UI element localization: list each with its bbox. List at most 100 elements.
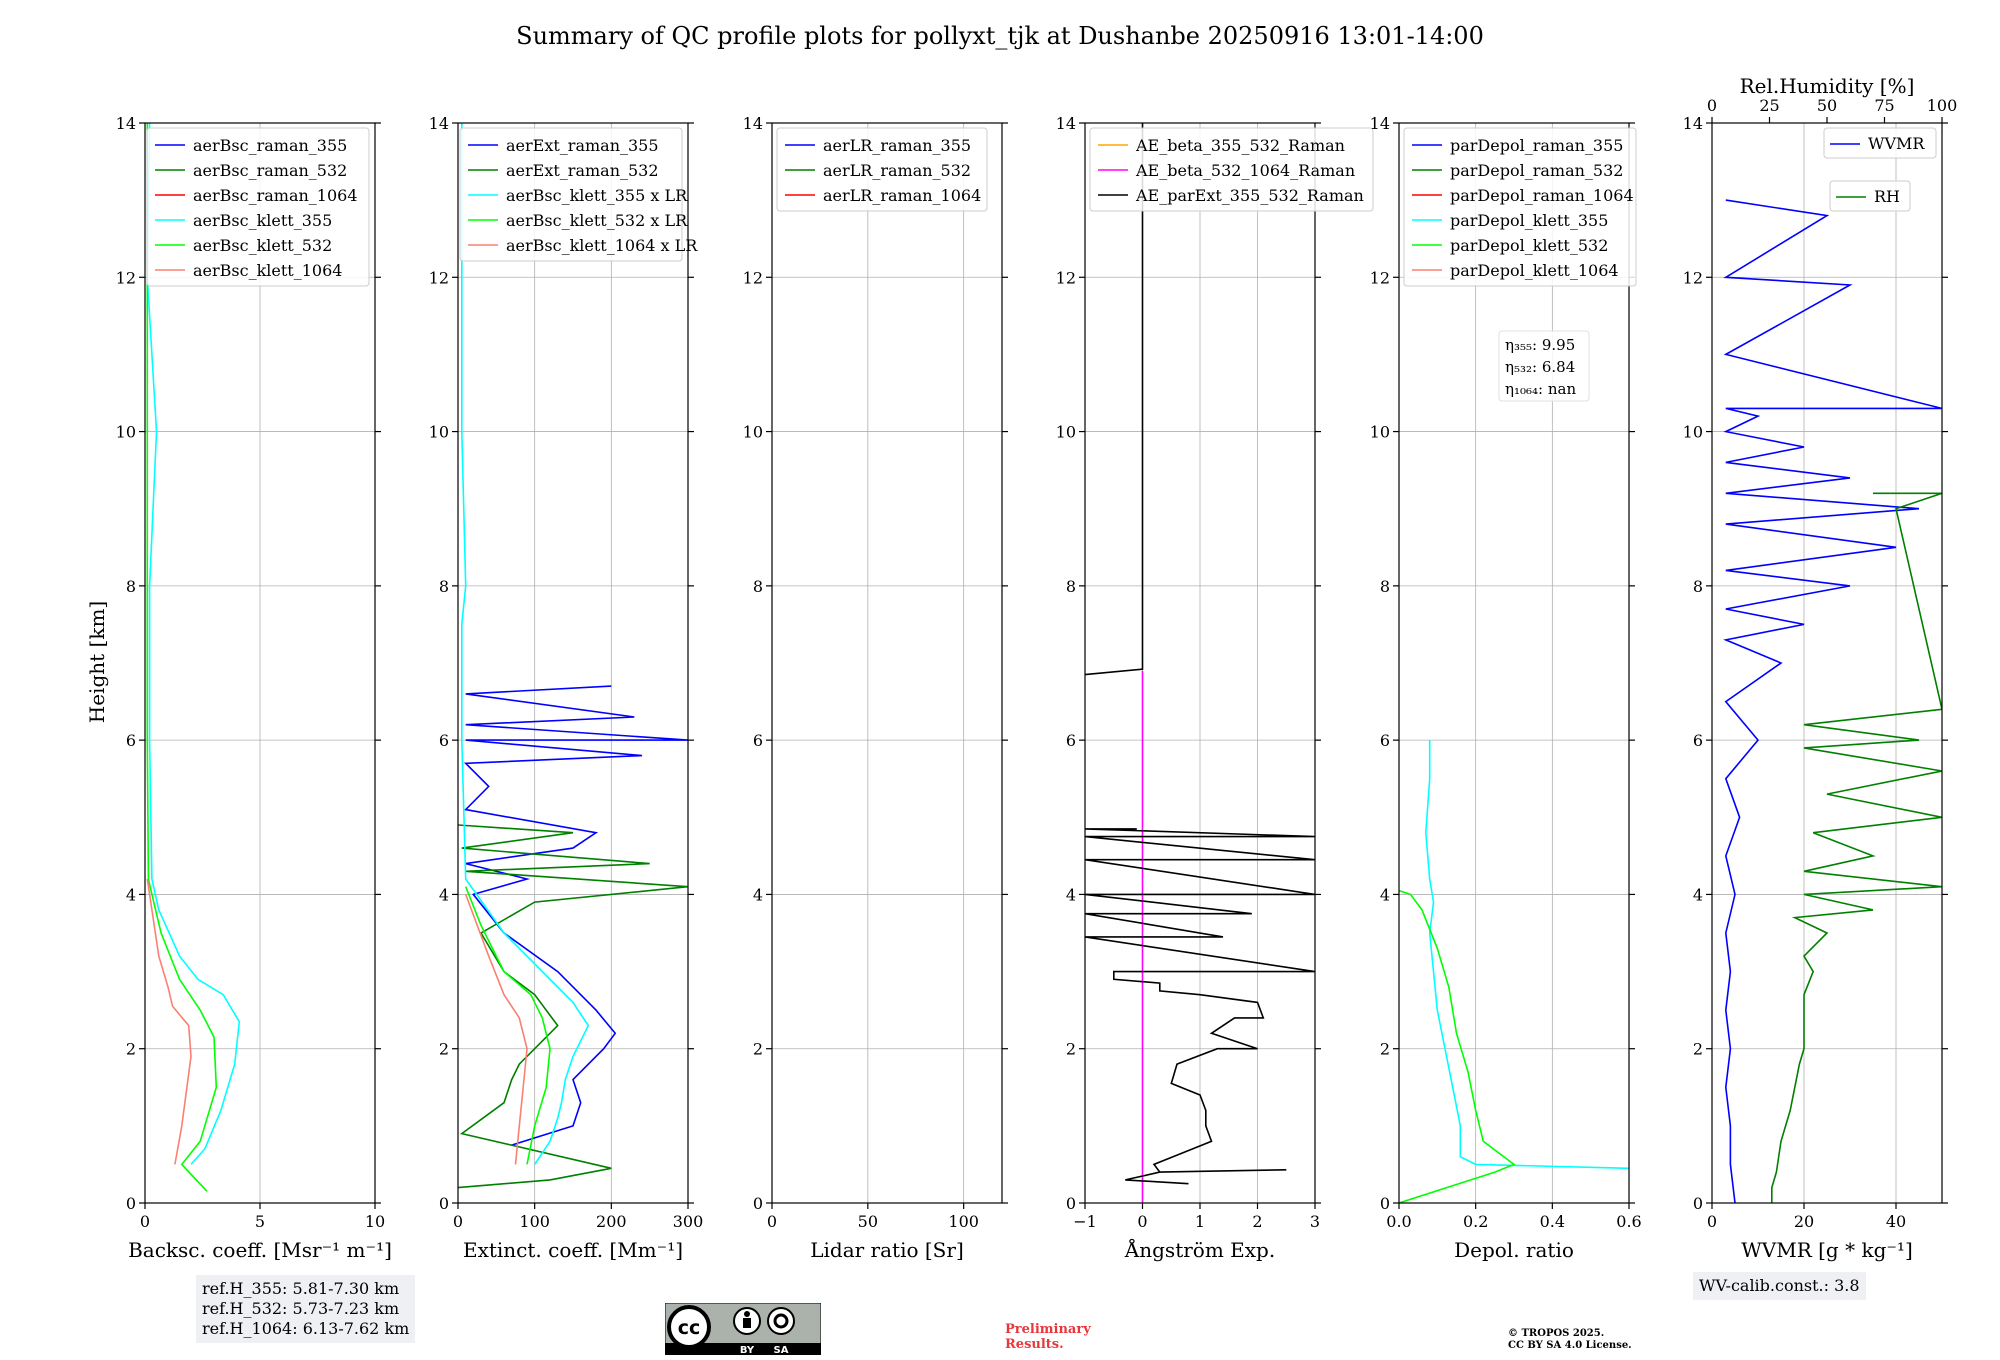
series-line-aerext-raman-355 xyxy=(463,685,688,1146)
top-x-tick-label: 100 xyxy=(1927,96,1958,115)
figure-title: Summary of QC profile plots for pollyxt_… xyxy=(516,22,1484,50)
y-tick-label: 14 xyxy=(1683,114,1703,133)
y-tick-label: 8 xyxy=(753,577,763,596)
y-tick-label: 0 xyxy=(126,1194,136,1213)
x-tick-label: 3 xyxy=(1310,1212,1320,1231)
legend-label-aerbsc-klett-532-x-lr: aerBsc_klett_532 x LR xyxy=(506,211,688,230)
x-tick-label: 0.4 xyxy=(1540,1212,1565,1231)
legend-label-pardepol-raman-532: parDepol_raman_532 xyxy=(1450,161,1623,180)
legend-label-aerlr-raman-355: aerLR_raman_355 xyxy=(823,136,971,155)
x-tick-label: 1 xyxy=(1195,1212,1205,1231)
cc-by-label: BY xyxy=(740,1345,755,1355)
y-tick-label: 12 xyxy=(429,268,449,287)
legend-label-aerbsc-klett-1064-x-lr: aerBsc_klett_1064 x LR xyxy=(506,236,698,255)
ref-height-1064: ref.H_1064: 6.13-7.62 km xyxy=(202,1319,410,1338)
y-tick-label: 2 xyxy=(439,1040,449,1059)
y-tick-label: 2 xyxy=(1693,1040,1703,1059)
legend-label-aerext-raman-355: aerExt_raman_355 xyxy=(506,136,659,155)
series-line-ae-parext-355-532-raman-upper xyxy=(1085,123,1144,676)
x-tick-label: 20 xyxy=(1794,1212,1814,1231)
x-axis-label: Extinct. coeff. [Mm⁻¹] xyxy=(463,1238,683,1262)
legend-box xyxy=(1089,127,1374,212)
x-tick-label: 40 xyxy=(1886,1212,1906,1231)
preliminary-line-1: Preliminary xyxy=(1005,1322,1091,1337)
y-tick-label: 6 xyxy=(1693,731,1703,750)
legend-box xyxy=(459,127,683,262)
legend-label-pardepol-klett-355: parDepol_klett_355 xyxy=(1450,211,1608,230)
y-tick-label: 6 xyxy=(126,731,136,750)
legend-label-rh: RH xyxy=(1874,187,1900,206)
y-tick-label: 12 xyxy=(1370,268,1390,287)
y-tick-label: 8 xyxy=(1380,577,1390,596)
preliminary-line-2: Results. xyxy=(1005,1337,1064,1352)
cc-sa-label: SA xyxy=(774,1345,789,1355)
legend-label-aerbsc-klett-355: aerBsc_klett_355 xyxy=(193,211,332,230)
legend-label-aerbsc-raman-355: aerBsc_raman_355 xyxy=(193,136,347,155)
series-line-aerbsc-klett-532-x-lr xyxy=(464,886,551,1165)
sa-share-icon xyxy=(767,1307,795,1335)
x-tick-label: 10 xyxy=(365,1212,385,1231)
panel-2: 0 2 4 6 8 10 12 14 0 100 200 300 Extinct. coeff. [Mm… xyxy=(429,114,704,1262)
legend-label-ae-parext-355-532-raman: AE_parExt_355_532_Raman xyxy=(1135,186,1364,205)
y-tick-label: 8 xyxy=(439,577,449,596)
y-tick-label: 10 xyxy=(429,423,449,442)
top-x-axis-label: Rel.Humidity [%] xyxy=(1740,74,1915,98)
series-group xyxy=(1399,740,1629,1203)
cc-by-sa-badge: cc BY SA xyxy=(665,1303,821,1355)
eta-annotation: η₁₀₆₄: nan xyxy=(1505,380,1576,398)
series-line-aerbsc-klett-355-x-lr xyxy=(460,123,590,1165)
y-tick-label: 12 xyxy=(1056,268,1076,287)
preliminary-results-note: Preliminary Results. xyxy=(1005,1322,1091,1352)
legend-box xyxy=(776,127,988,212)
y-tick-label: 6 xyxy=(753,731,763,750)
legend-label-aerbsc-klett-355-x-lr: aerBsc_klett_355 x LR xyxy=(506,186,688,205)
panel-1: 0 2 4 6 8 10 12 14 0 5 10 Backsc. coeff. [Msr⁻¹ m⁻¹… xyxy=(116,114,392,1262)
y-tick-label: 14 xyxy=(743,114,763,133)
panel-3: 0 2 4 6 8 10 12 14 0 50 100 Lidar ratio [Sr] aerLR_r… xyxy=(743,114,1008,1262)
top-x-tick-label: 25 xyxy=(1759,96,1779,115)
x-tick-label: 0 xyxy=(767,1212,777,1231)
y-tick-label: 10 xyxy=(1370,423,1390,442)
legend-label-aerlr-raman-532: aerLR_raman_532 xyxy=(823,161,971,180)
x-tick-label: 50 xyxy=(858,1212,878,1231)
x-tick-label: 5 xyxy=(255,1212,265,1231)
y-tick-label: 10 xyxy=(116,423,136,442)
y-tick-label: 4 xyxy=(439,885,449,904)
x-tick-label: 100 xyxy=(519,1212,550,1231)
y-tick-label: 2 xyxy=(126,1040,136,1059)
y-tick-label: 2 xyxy=(1066,1040,1076,1059)
y-tick-label: 6 xyxy=(1066,731,1076,750)
plot-frame xyxy=(771,122,1003,1204)
legend-label-pardepol-klett-532: parDepol_klett_532 xyxy=(1450,236,1608,255)
top-x-tick-label: 75 xyxy=(1874,96,1894,115)
y-tick-label: 12 xyxy=(1683,268,1703,287)
series-group xyxy=(146,123,241,1192)
legend-label-pardepol-raman-1064: parDepol_raman_1064 xyxy=(1450,186,1634,205)
legend-label-pardepol-raman-355: parDepol_raman_355 xyxy=(1450,136,1623,155)
legend-box xyxy=(146,127,370,287)
x-tick-label: 0 xyxy=(1137,1212,1147,1231)
x-axis-label: WVMR [g * kg⁻¹] xyxy=(1741,1238,1913,1262)
x-tick-label: 0.0 xyxy=(1386,1212,1411,1231)
y-tick-label: 10 xyxy=(1683,423,1703,442)
series-line-ae-parext-355-532-raman xyxy=(1085,828,1315,1185)
x-tick-label: 0 xyxy=(140,1212,150,1231)
x-tick-label: 200 xyxy=(596,1212,627,1231)
series-group xyxy=(1085,123,1315,1203)
legend-label-aerbsc-klett-1064: aerBsc_klett_1064 xyxy=(193,261,342,280)
y-tick-label: 6 xyxy=(1380,731,1390,750)
legend-label-aerbsc-raman-532: aerBsc_raman_532 xyxy=(193,161,347,180)
panel-5: 0 2 4 6 8 10 12 14 0.0 0.2 0.4 0.6 Depol. ratio parDe… xyxy=(1370,114,1642,1262)
cc-logo-icon xyxy=(667,1305,711,1349)
y-tick-label: 10 xyxy=(1056,423,1076,442)
legend-label-ae-beta-532-1064-raman: AE_beta_532_1064_Raman xyxy=(1135,161,1355,180)
legend-label-aerext-raman-532: aerExt_raman_532 xyxy=(506,161,659,180)
y-tick-label: 2 xyxy=(1380,1040,1390,1059)
y-tick-label: 14 xyxy=(1370,114,1390,133)
x-tick-label: 0 xyxy=(1707,1212,1717,1231)
x-tick-label: 0.6 xyxy=(1616,1212,1641,1231)
series-line-wvmr xyxy=(1723,199,1942,1203)
x-axis-label: Backsc. coeff. [Msr⁻¹ m⁻¹] xyxy=(128,1238,392,1262)
wv-calibration-box: WV-calib.const.: 3.8 xyxy=(1693,1272,1866,1300)
